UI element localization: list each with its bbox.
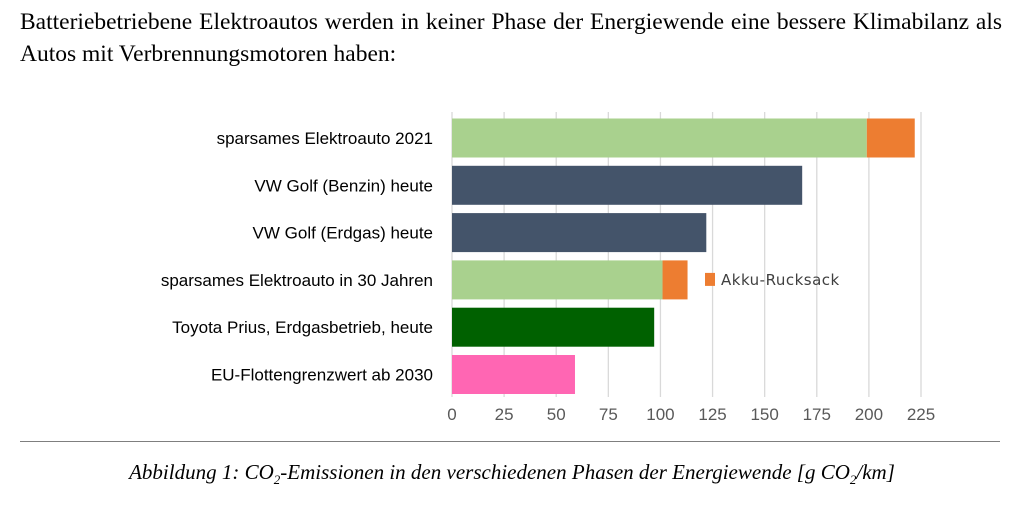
bar — [452, 118, 867, 158]
category-label: Toyota Prius, Erdgasbetrieb, heute — [172, 318, 433, 337]
category-label: EU-Flottengrenzwert ab 2030 — [211, 366, 433, 385]
bar-chart: 0 25 50 75 100 125 150 175 200 225 sparsames Elekt… — [161, 112, 935, 424]
intro-text: Batteriebetriebene Elektroautos werden i… — [20, 9, 1002, 67]
bar — [452, 307, 655, 347]
caption-middle: -Emissionen in den verschiedenen Phasen … — [280, 460, 850, 484]
bar — [452, 355, 575, 394]
legend-swatch — [705, 272, 715, 286]
x-tick-label: 125 — [698, 405, 726, 424]
x-tick-label: 75 — [599, 405, 618, 424]
akku-bar-segment — [866, 118, 915, 158]
x-tick-label: 50 — [547, 405, 566, 424]
category-label: sparsames Elektroauto 2021 — [217, 129, 433, 148]
bar — [452, 260, 663, 300]
legend-label: Akku-Rucksack — [721, 271, 840, 289]
figure-caption: Abbildung 1: CO2-Emissionen in den versc… — [0, 460, 1024, 488]
caption-prefix: Abbildung 1: CO — [129, 460, 274, 484]
x-tick-label: 25 — [495, 405, 514, 424]
bar — [452, 165, 803, 205]
category-label: sparsames Elektroauto in 30 Jahren — [161, 271, 433, 290]
x-tick-label: 100 — [646, 405, 674, 424]
akku-bar-segment — [662, 260, 688, 300]
x-tick-label: 175 — [803, 405, 831, 424]
category-label: VW Golf (Erdgas) heute — [253, 224, 433, 243]
x-tick-label: 0 — [447, 405, 456, 424]
divider — [20, 441, 1000, 442]
caption-sub: 2 — [849, 472, 857, 488]
category-label: VW Golf (Benzin) heute — [254, 176, 433, 195]
x-tick-label: 200 — [855, 405, 883, 424]
caption-sub: 2 — [273, 472, 281, 488]
caption-suffix: /km] — [856, 460, 895, 484]
x-tick-label: 225 — [907, 405, 935, 424]
bar — [452, 213, 707, 253]
x-tick-label: 150 — [750, 405, 778, 424]
